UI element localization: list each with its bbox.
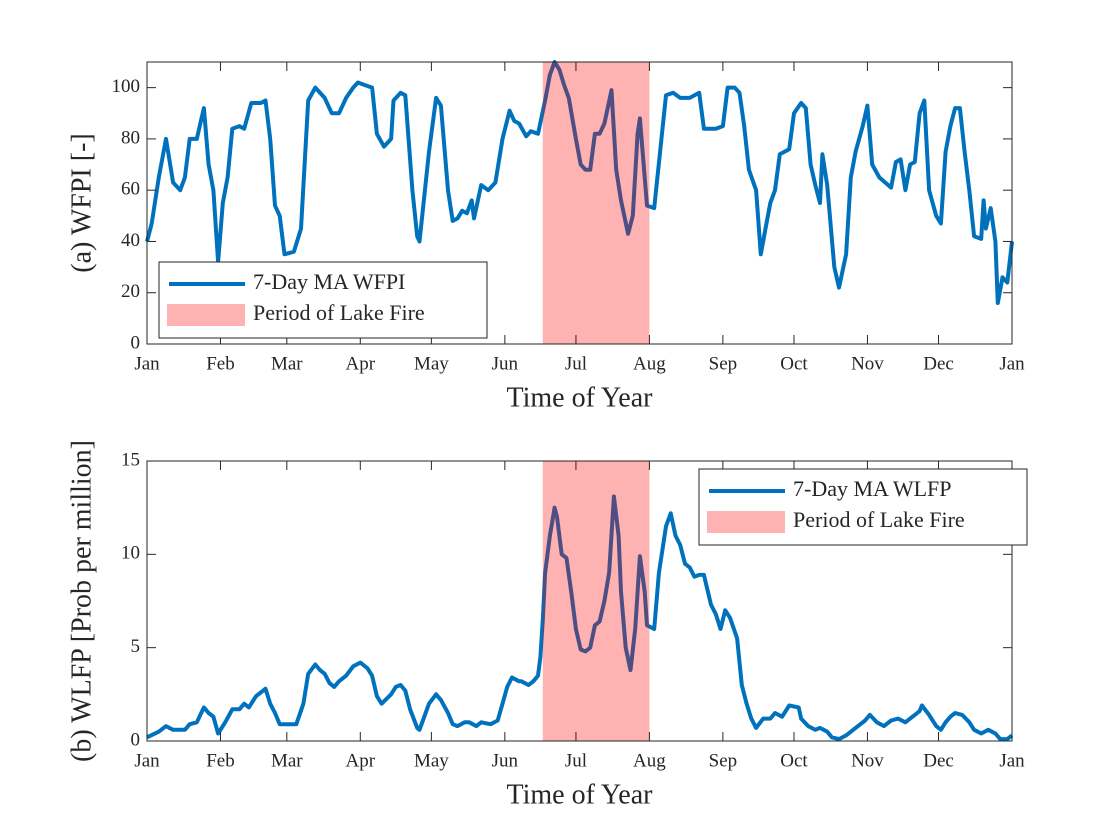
y-axis-label: (a) WFPI [-] xyxy=(66,133,97,272)
legend-patch xyxy=(707,511,785,533)
y-tick-label: 100 xyxy=(112,76,141,97)
x-tick-label: Jan xyxy=(999,353,1025,374)
data-line xyxy=(145,60,1014,305)
legend-box xyxy=(158,261,488,339)
y-tick-label: 0 xyxy=(131,332,141,353)
x-tick-label: Sep xyxy=(709,353,738,374)
x-axis-label: Time of Year xyxy=(507,779,654,810)
x-tick-label: Jun xyxy=(492,750,519,771)
x-tick-label: Sep xyxy=(709,750,738,771)
y-tick-label: 5 xyxy=(131,636,141,657)
x-tick-label: Jan xyxy=(999,750,1025,771)
y-tick-label: 15 xyxy=(121,449,140,470)
y-tick-label: 40 xyxy=(121,230,140,251)
legend-label: 7-Day MA WFPI xyxy=(253,269,405,294)
legend-label: Period of Lake Fire xyxy=(253,300,425,325)
x-tick-label: Oct xyxy=(780,750,808,771)
x-tick-label: May xyxy=(414,750,449,771)
x-tick-label: Jan xyxy=(134,750,160,771)
fire-period-span xyxy=(542,461,650,741)
y-tick-label: 20 xyxy=(121,281,140,302)
x-tick-label: Oct xyxy=(780,353,808,374)
legend-label: 7-Day MA WLFP xyxy=(793,476,952,501)
y-tick-label: 0 xyxy=(131,729,141,750)
y-tick-label: 10 xyxy=(121,543,140,564)
x-tick-label: Jun xyxy=(492,353,519,374)
x-tick-label: Mar xyxy=(271,353,303,374)
legend-box xyxy=(698,468,1028,546)
fire-period-span xyxy=(542,62,650,344)
x-axis-label: Time of Year xyxy=(507,382,654,413)
x-tick-label: Dec xyxy=(923,750,954,771)
y-axis-label: (b) WLFP [Prob per million] xyxy=(66,440,97,762)
x-tick-label: Feb xyxy=(206,353,235,374)
x-tick-label: Mar xyxy=(271,750,303,771)
axes-box xyxy=(146,460,1013,742)
x-tick-label: Jul xyxy=(565,750,587,771)
legend-patch xyxy=(167,304,245,326)
x-tick-label: Aug xyxy=(633,750,666,771)
x-tick-label: Apr xyxy=(346,353,376,374)
x-tick-label: Dec xyxy=(923,353,954,374)
legend-label: Period of Lake Fire xyxy=(793,507,965,532)
x-tick-label: Apr xyxy=(346,750,376,771)
y-tick-label: 60 xyxy=(121,179,140,200)
x-tick-label: May xyxy=(414,353,449,374)
x-tick-label: Jul xyxy=(565,353,587,374)
axes-box xyxy=(146,61,1013,345)
x-tick-label: Nov xyxy=(851,353,884,374)
x-tick-label: Feb xyxy=(206,750,235,771)
x-tick-label: Jan xyxy=(134,353,160,374)
y-tick-label: 80 xyxy=(121,127,140,148)
x-tick-label: Aug xyxy=(633,353,666,374)
x-tick-label: Nov xyxy=(851,750,884,771)
data-line xyxy=(146,494,1014,742)
